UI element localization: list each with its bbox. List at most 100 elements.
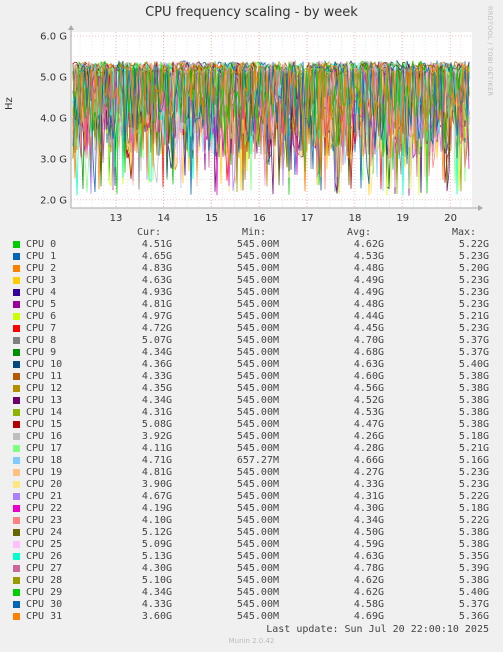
x-tick-label: 16 bbox=[253, 213, 266, 224]
avg-value: 4.30G bbox=[353, 503, 384, 514]
min-value: 545.00M bbox=[236, 551, 279, 562]
legend-name: CPU 21 bbox=[26, 491, 63, 502]
max-value: 5.37G bbox=[458, 335, 489, 346]
legend-row: CPU 27 4.30G 545.00M 4.78G 5.39G bbox=[0, 563, 503, 575]
avg-value: 4.58G bbox=[353, 599, 384, 610]
y-tick-label: 5.0 G bbox=[40, 73, 67, 84]
avg-value: 4.53G bbox=[353, 251, 384, 262]
min-value: 545.00M bbox=[236, 335, 279, 346]
legend-name: CPU 11 bbox=[26, 371, 63, 382]
min-value: 545.00M bbox=[236, 503, 279, 514]
avg-value: 4.48G bbox=[353, 299, 384, 310]
max-value: 5.38G bbox=[458, 419, 489, 430]
cur-value: 4.81G bbox=[141, 299, 172, 310]
legend-swatch bbox=[13, 265, 20, 272]
legend-row: CPU 2 4.83G 545.00M 4.48G 5.20G bbox=[0, 263, 503, 275]
cur-value: 4.71G bbox=[141, 455, 172, 466]
avg-value: 4.62G bbox=[353, 575, 384, 586]
avg-value: 4.52G bbox=[353, 395, 384, 406]
min-value: 545.00M bbox=[236, 467, 279, 478]
cur-value: 5.07G bbox=[141, 335, 172, 346]
legend-swatch bbox=[13, 277, 20, 284]
min-value: 545.00M bbox=[236, 251, 279, 262]
header-cur: Cur: bbox=[137, 227, 162, 238]
legend-name: CPU 19 bbox=[26, 467, 63, 478]
max-value: 5.35G bbox=[458, 551, 489, 562]
legend-row: CPU 19 4.81G 545.00M 4.27G 5.23G bbox=[0, 467, 503, 479]
max-value: 5.23G bbox=[458, 287, 489, 298]
cur-value: 4.67G bbox=[141, 491, 172, 502]
legend-swatch bbox=[13, 457, 20, 464]
legend-row: CPU 13 4.34G 545.00M 4.52G 5.38G bbox=[0, 395, 503, 407]
legend-header: Cur: Min: Avg: Max: bbox=[0, 227, 503, 239]
legend-name: CPU 1 bbox=[26, 251, 57, 262]
legend-swatch bbox=[13, 445, 20, 452]
avg-value: 4.49G bbox=[353, 275, 384, 286]
legend-row: CPU 8 5.07G 545.00M 4.70G 5.37G bbox=[0, 335, 503, 347]
max-value: 5.22G bbox=[458, 239, 489, 250]
cur-value: 4.30G bbox=[141, 563, 172, 574]
cur-value: 4.81G bbox=[141, 467, 172, 478]
cur-value: 4.34G bbox=[141, 587, 172, 598]
avg-value: 4.28G bbox=[353, 443, 384, 454]
cur-value: 5.10G bbox=[141, 575, 172, 586]
max-value: 5.22G bbox=[458, 491, 489, 502]
legend-swatch bbox=[13, 589, 20, 596]
legend-swatch bbox=[13, 349, 20, 356]
legend-swatch bbox=[13, 541, 20, 548]
cur-value: 5.12G bbox=[141, 527, 172, 538]
legend-swatch bbox=[13, 601, 20, 608]
legend-swatch bbox=[13, 361, 20, 368]
cur-value: 4.63G bbox=[141, 275, 172, 286]
avg-value: 4.56G bbox=[353, 383, 384, 394]
chart-title: CPU frequency scaling - by week bbox=[145, 5, 358, 20]
cur-value: 4.51G bbox=[141, 239, 172, 250]
cur-value: 3.90G bbox=[141, 479, 172, 490]
max-value: 5.16G bbox=[458, 455, 489, 466]
legend-name: CPU 24 bbox=[26, 527, 63, 538]
min-value: 545.00M bbox=[236, 563, 279, 574]
legend-name: CPU 0 bbox=[26, 239, 57, 250]
legend-name: CPU 7 bbox=[26, 323, 57, 334]
min-value: 545.00M bbox=[236, 359, 279, 370]
max-value: 5.38G bbox=[458, 527, 489, 538]
min-value: 545.00M bbox=[236, 419, 279, 430]
x-tick-label: 17 bbox=[301, 213, 314, 224]
avg-value: 4.50G bbox=[353, 527, 384, 538]
legend-row: CPU 5 4.81G 545.00M 4.48G 5.23G bbox=[0, 299, 503, 311]
avg-value: 4.47G bbox=[353, 419, 384, 430]
series-lines bbox=[72, 59, 470, 196]
legend-row: CPU 11 4.33G 545.00M 4.60G 5.38G bbox=[0, 371, 503, 383]
cur-value: 4.31G bbox=[141, 407, 172, 418]
legend-name: CPU 10 bbox=[26, 359, 63, 370]
max-value: 5.38G bbox=[458, 371, 489, 382]
legend-row: CPU 4 4.93G 545.00M 4.49G 5.23G bbox=[0, 287, 503, 299]
legend-row: CPU 10 4.36G 545.00M 4.63G 5.40G bbox=[0, 359, 503, 371]
legend-name: CPU 30 bbox=[26, 599, 63, 610]
legend-row: CPU 29 4.34G 545.00M 4.62G 5.40G bbox=[0, 587, 503, 599]
cur-value: 4.10G bbox=[141, 515, 172, 526]
legend-name: CPU 12 bbox=[26, 383, 63, 394]
avg-value: 4.69G bbox=[353, 611, 384, 622]
legend-row: CPU 31 3.60G 545.00M 4.69G 5.36G bbox=[0, 611, 503, 623]
legend-row: CPU 16 3.92G 545.00M 4.26G 5.18G bbox=[0, 431, 503, 443]
avg-value: 4.34G bbox=[353, 515, 384, 526]
avg-value: 4.63G bbox=[353, 359, 384, 370]
legend-name: CPU 13 bbox=[26, 395, 63, 406]
avg-value: 4.45G bbox=[353, 323, 384, 334]
min-value: 545.00M bbox=[236, 299, 279, 310]
cur-value: 4.93G bbox=[141, 287, 172, 298]
cur-value: 5.13G bbox=[141, 551, 172, 562]
legend-swatch bbox=[13, 469, 20, 476]
legend-name: CPU 23 bbox=[26, 515, 63, 526]
max-value: 5.38G bbox=[458, 575, 489, 586]
avg-value: 4.78G bbox=[353, 563, 384, 574]
rrdtool-credit: RRDTOOL / TOBI OETIKER bbox=[486, 6, 494, 97]
legend-row: CPU 3 4.63G 545.00M 4.49G 5.23G bbox=[0, 275, 503, 287]
min-value: 545.00M bbox=[236, 239, 279, 250]
cur-value: 5.08G bbox=[141, 419, 172, 430]
y-tick-label: 2.0 G bbox=[40, 195, 67, 206]
legend-row: CPU 1 4.65G 545.00M 4.53G 5.23G bbox=[0, 251, 503, 263]
min-value: 545.00M bbox=[236, 383, 279, 394]
max-value: 5.36G bbox=[458, 611, 489, 622]
